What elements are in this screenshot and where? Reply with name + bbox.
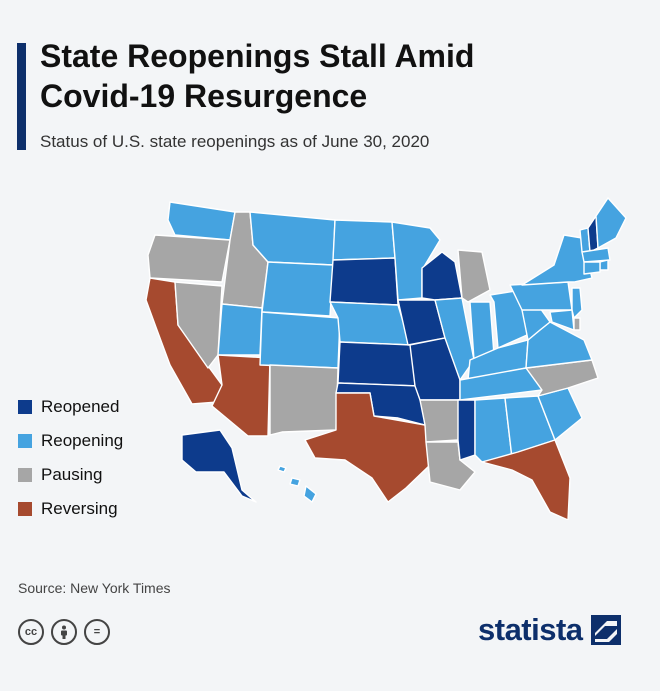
state-nv [174,281,223,369]
legend-label-reopening: Reopening [41,431,124,450]
state-fl [481,439,571,520]
state-co [259,311,341,369]
state-il [434,297,475,381]
legend-item-pausing: Pausing [18,458,123,492]
state-tx [304,392,431,503]
state-md [549,309,575,331]
state-wy [261,261,334,317]
state-ar [419,399,461,443]
page-subtitle: Status of U.S. state reopenings as of Ju… [40,132,430,151]
state-me [595,197,627,249]
page-title: State Reopenings Stall Amid Covid-19 Res… [40,36,640,116]
state-ct [583,261,601,275]
legend: Reopened Reopening Pausing Reversing [18,390,123,526]
state-mt [249,211,336,266]
state-hi [277,465,287,473]
legend-swatch-reversing [18,502,32,516]
state-ma [581,247,611,263]
legend-swatch-reopened [18,400,32,414]
state-ne [329,301,411,346]
state-sd [329,257,399,306]
state-hi-2 [303,485,317,503]
state-ri [599,259,609,271]
by-icon[interactable] [51,619,77,645]
accent-bar [17,43,26,150]
title-line-2: Covid-19 Resurgence [40,78,368,114]
state-pa [509,281,573,311]
state-ks [337,341,416,387]
us-map [145,197,627,520]
state-wa [167,201,236,241]
cc-icon[interactable]: cc [18,619,44,645]
legend-label-reopened: Reopened [41,397,120,416]
state-mi [457,249,491,303]
state-nd [332,219,396,261]
state-ut [217,303,263,356]
state-ms [457,399,476,461]
legend-swatch-pausing [18,468,32,482]
nd-icon[interactable]: = [84,619,110,645]
legend-label-reversing: Reversing [41,499,118,518]
legend-item-reversing: Reversing [18,492,123,526]
license-icons: cc = [18,619,110,645]
state-nj [571,287,583,319]
legend-item-reopening: Reopening [18,424,123,458]
statista-logo-icon [590,615,621,645]
state-de [573,317,581,331]
legend-label-pausing: Pausing [41,465,103,484]
legend-item-reopened: Reopened [18,390,123,424]
state-nm [269,364,339,436]
title-line-1: State Reopenings Stall Amid [40,38,475,74]
state-or [147,234,231,283]
state-az [211,354,271,437]
legend-swatch-reopening [18,434,32,448]
state-hi-1 [289,477,301,487]
source-note: Source: New York Times [18,580,171,596]
state-ak [181,429,257,503]
statista-brand[interactable]: statista [478,612,621,648]
brand-name: statista [478,612,583,647]
